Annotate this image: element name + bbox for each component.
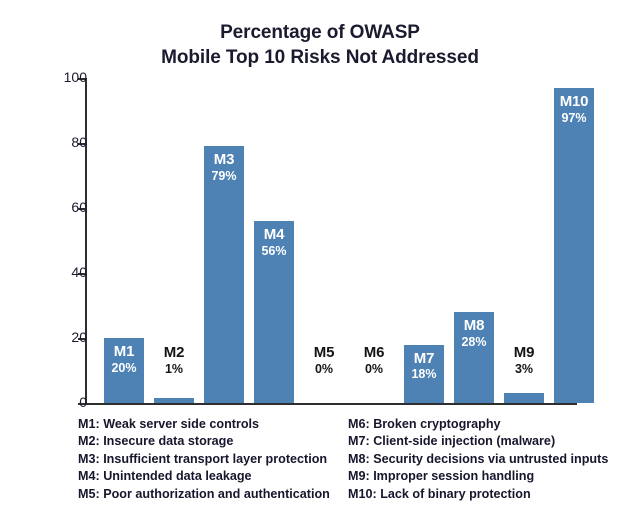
bar-label-m5: M5 0% (304, 345, 344, 376)
bar-value-text: 0% (314, 361, 334, 376)
bar-group-m2[interactable]: M2 1% (154, 0, 194, 418)
legend-item-left-4: M4: Unintended data leakage (78, 469, 252, 484)
bar-label-m6: M6 0% (354, 345, 394, 376)
bar-m9[interactable] (504, 393, 544, 403)
y-tick-mark (78, 78, 87, 80)
bar-value-text: 1% (164, 361, 184, 376)
bar-m4[interactable] (254, 221, 294, 403)
bar-value-text: 0% (364, 361, 384, 376)
bar-name-text: M1 (113, 343, 135, 360)
legend-item-left-2: M2: Insecure data storage (78, 434, 234, 449)
legend-item-left-1: M1: Weak server side controls (78, 417, 260, 431)
bar-label-m8: M8 28% (454, 318, 494, 349)
y-tick-label: 100 (63, 69, 87, 85)
bar-group-m8[interactable]: M8 28% (454, 0, 494, 418)
bar-label-m4: M4 56% (254, 227, 294, 258)
bar-value-text: 3% (514, 361, 534, 376)
legend-item-left-5: M5: Poor authorization and authenticatio… (78, 486, 330, 501)
chart-title: Percentage of OWASP Mobile Top 10 Risks … (60, 20, 580, 70)
legend: M1: Weak server side controls M2: Insecur… (0, 416, 641, 528)
legend-item-left-3: M3: Insufficient transport layer protect… (78, 451, 328, 466)
bars-layer: M1 20% M2 1% M3 79% M4 56% M5 0% M6 0% M7 18% M8 28% M9 3… (104, 0, 594, 418)
y-tick-label: 60 (71, 199, 87, 215)
bar-group-m6[interactable]: M6 0% (354, 0, 394, 418)
bar-value-text: 79% (211, 169, 237, 183)
bar-m2[interactable] (154, 398, 194, 403)
y-tick-label: 0 (79, 394, 87, 410)
bar-m1[interactable] (104, 338, 144, 403)
y-axis-line (85, 78, 87, 405)
bar-name-text: M8 (463, 317, 485, 334)
y-tick-mark (78, 143, 87, 145)
y-tick-mark (78, 208, 87, 210)
y-tick-mark (78, 403, 87, 405)
bar-name-text: M4 (263, 226, 285, 243)
legend-column-right: M6: Broken cryptography M7: Client-side i… (348, 416, 608, 503)
bar-group-m9[interactable]: M9 3% (504, 0, 544, 418)
bar-name-text: M3 (213, 151, 235, 169)
bar-name-text: M10 (559, 92, 589, 110)
bar-value-text: 28% (461, 334, 487, 349)
bar-name-text: M2 (163, 344, 185, 361)
chart-title-line-2: Mobile Top 10 Risks Not Addressed (161, 47, 479, 68)
legend-item-right-1: M6: Broken cryptography (348, 417, 501, 431)
x-axis-line (85, 403, 577, 405)
bar-name-text: M7 (413, 349, 435, 367)
bar-label-m3: M3 79% (204, 152, 244, 183)
bar-label-m10: M10 97% (554, 92, 594, 125)
bar-group-m10[interactable]: M10 97% (554, 0, 594, 418)
bar-value-text: 56% (261, 243, 287, 258)
bar-group-m4[interactable]: M4 56% (254, 0, 294, 418)
bar-value-text: 97% (561, 110, 587, 125)
plot-area: 0 20 40 60 80 100 M1 20% M2 1% M3 79% M4 56% M5 0% M6 0%… (63, 0, 594, 418)
bar-value-text: 20% (111, 360, 137, 375)
chart-title-line-1: Percentage of OWASP (220, 22, 420, 43)
legend-item-right-5: M10: Lack of binary protection (348, 486, 531, 501)
bar-name-text: M6 (363, 344, 385, 361)
bar-name-text: M5 (313, 344, 335, 361)
bar-m10[interactable] (554, 87, 594, 403)
legend-item-right-2: M7: Client-side injection (malware) (348, 434, 556, 449)
legend-item-right-4: M9: Improper session handling (348, 469, 535, 484)
bar-name-text: M9 (513, 344, 535, 361)
y-tick-mark (78, 338, 87, 340)
y-tick-label: 80 (71, 134, 87, 150)
bar-m3[interactable] (204, 146, 244, 403)
bar-group-m1[interactable]: M1 20% (104, 0, 144, 418)
bar-m7[interactable] (404, 344, 444, 403)
y-tick-label: 20 (71, 329, 87, 345)
bar-group-m3[interactable]: M3 79% (204, 0, 244, 418)
bar-label-m7: M7 18% (404, 349, 444, 382)
bar-value-text: 18% (411, 367, 437, 382)
bar-group-m5[interactable]: M5 0% (304, 0, 344, 418)
bar-label-m1: M1 20% (104, 344, 144, 375)
legend-item-right-3: M8: Security decisions via untrusted inp… (348, 451, 609, 466)
y-tick-mark (78, 273, 87, 275)
bar-label-m2: M2 1% (154, 345, 194, 376)
bar-label-m9: M9 3% (504, 345, 544, 376)
legend-column-left: M1: Weak server side controls M2: Insecur… (78, 416, 330, 503)
y-tick-label: 40 (71, 264, 87, 280)
bar-group-m7[interactable]: M7 18% (404, 0, 444, 418)
bar-m8[interactable] (454, 312, 494, 403)
